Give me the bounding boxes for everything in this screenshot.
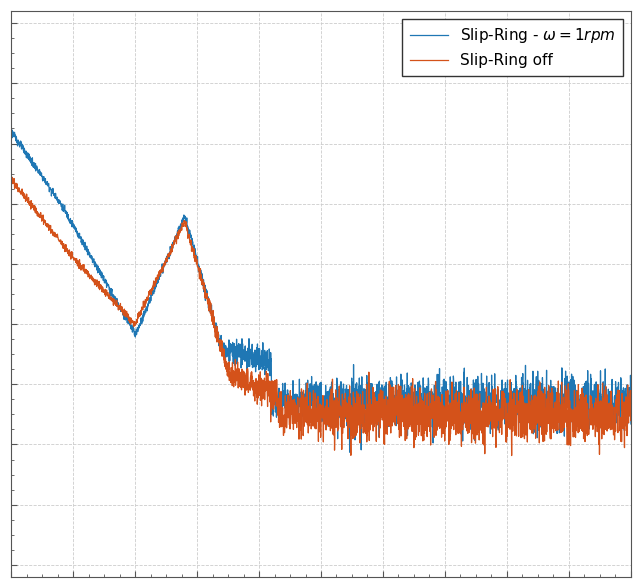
Slip-Ring off	[245, 384, 253, 391]
Slip-Ring - $\omega = 1rpm$	[627, 420, 635, 427]
Slip-Ring off	[508, 452, 516, 459]
Slip-Ring off	[272, 397, 280, 405]
Slip-Ring - $\omega = 1rpm$	[78, 238, 86, 245]
Slip-Ring off	[115, 305, 123, 312]
Slip-Ring - $\omega = 1rpm$	[346, 449, 354, 456]
Slip-Ring - $\omega = 1rpm$	[8, 126, 15, 133]
Slip-Ring - $\omega = 1rpm$	[245, 335, 253, 342]
Slip-Ring - $\omega = 1rpm$	[115, 303, 123, 310]
Slip-Ring off	[627, 407, 635, 415]
Slip-Ring - $\omega = 1rpm$	[548, 391, 556, 398]
Slip-Ring off	[8, 173, 16, 181]
Slip-Ring - $\omega = 1rpm$	[615, 412, 623, 419]
Legend: Slip-Ring - $\omega = 1rpm$, Slip-Ring off: Slip-Ring - $\omega = 1rpm$, Slip-Ring o…	[402, 19, 623, 76]
Slip-Ring off	[7, 177, 15, 184]
Slip-Ring off	[78, 265, 86, 272]
Slip-Ring off	[615, 387, 623, 394]
Slip-Ring - $\omega = 1rpm$	[272, 400, 280, 407]
Slip-Ring - $\omega = 1rpm$	[7, 130, 15, 137]
Slip-Ring off	[548, 407, 556, 414]
Line: Slip-Ring off: Slip-Ring off	[11, 177, 631, 456]
Line: Slip-Ring - $\omega = 1rpm$: Slip-Ring - $\omega = 1rpm$	[11, 130, 631, 452]
